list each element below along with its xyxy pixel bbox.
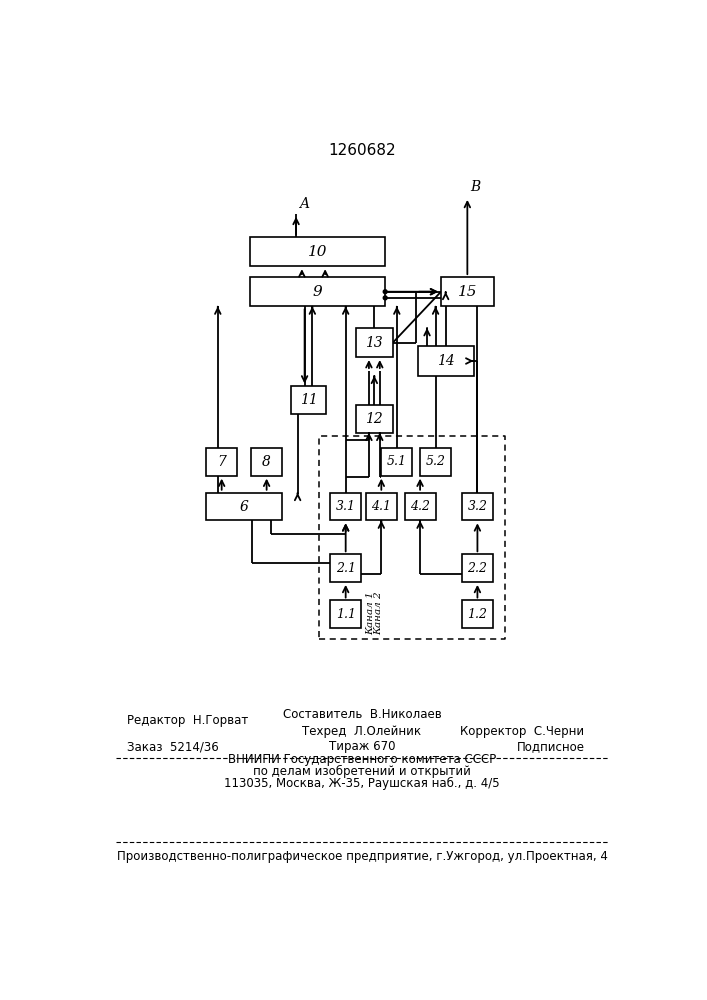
Text: Техред  Л.Олейник: Техред Л.Олейник — [303, 725, 421, 738]
Bar — [356, 328, 393, 357]
Text: Заказ  5214/36: Заказ 5214/36 — [127, 740, 219, 753]
Circle shape — [383, 296, 387, 300]
Bar — [330, 493, 361, 520]
Bar — [291, 386, 325, 414]
Text: 4.1: 4.1 — [371, 500, 392, 513]
Text: 113035, Москва, Ж-35, Раушская наб., д. 4/5: 113035, Москва, Ж-35, Раушская наб., д. … — [224, 777, 500, 790]
Text: 1.2: 1.2 — [467, 608, 487, 621]
Text: 5.2: 5.2 — [426, 455, 445, 468]
Text: 4.2: 4.2 — [410, 500, 430, 513]
Text: 1260682: 1260682 — [328, 143, 396, 158]
Text: 7: 7 — [217, 455, 226, 469]
Text: 11: 11 — [300, 393, 317, 407]
Text: 10: 10 — [308, 245, 327, 259]
Text: Канал 2: Канал 2 — [375, 591, 383, 635]
Text: 9: 9 — [312, 285, 322, 299]
Bar — [330, 554, 361, 582]
Text: Подписное: Подписное — [516, 740, 585, 753]
Bar — [404, 493, 436, 520]
Bar — [250, 237, 385, 266]
Text: Редактор  Н.Горват: Редактор Н.Горват — [127, 714, 248, 727]
Text: 8: 8 — [262, 455, 271, 469]
Text: Канал 1: Канал 1 — [366, 591, 375, 635]
Bar — [462, 554, 493, 582]
Text: 3.2: 3.2 — [467, 500, 487, 513]
Text: B: B — [470, 180, 481, 194]
Text: 3.1: 3.1 — [336, 500, 356, 513]
Text: ВНИИПИ Государственного комитета СССР: ВНИИПИ Государственного комитета СССР — [228, 753, 496, 766]
Bar — [206, 448, 237, 476]
Bar — [356, 405, 393, 433]
Text: 2.1: 2.1 — [336, 562, 356, 575]
Text: 15: 15 — [457, 285, 477, 299]
Text: 6: 6 — [240, 500, 249, 514]
Bar — [462, 600, 493, 628]
Text: 1.1: 1.1 — [336, 608, 356, 621]
Text: 12: 12 — [366, 412, 383, 426]
Text: Составитель  В.Николаев: Составитель В.Николаев — [283, 708, 441, 721]
Bar — [250, 277, 385, 306]
Bar — [420, 448, 451, 476]
Bar — [206, 493, 282, 520]
Bar — [251, 448, 282, 476]
Text: 13: 13 — [366, 336, 383, 350]
Bar — [462, 493, 493, 520]
Text: по делам изобретений и открытий: по делам изобретений и открытий — [253, 765, 471, 778]
Bar — [441, 277, 493, 306]
Circle shape — [383, 290, 387, 294]
Bar — [418, 346, 474, 376]
Text: 5.1: 5.1 — [387, 455, 407, 468]
Text: Производственно-полиграфическое предприятие, г.Ужгород, ул.Проектная, 4: Производственно-полиграфическое предприя… — [117, 850, 607, 863]
Text: Тираж 670: Тираж 670 — [329, 740, 395, 753]
Text: Корректор  С.Черни: Корректор С.Черни — [460, 725, 585, 738]
Bar — [330, 600, 361, 628]
Bar — [366, 493, 397, 520]
Text: A: A — [299, 197, 309, 211]
Bar — [381, 448, 412, 476]
Text: 14: 14 — [437, 354, 455, 368]
Text: 2.2: 2.2 — [467, 562, 487, 575]
